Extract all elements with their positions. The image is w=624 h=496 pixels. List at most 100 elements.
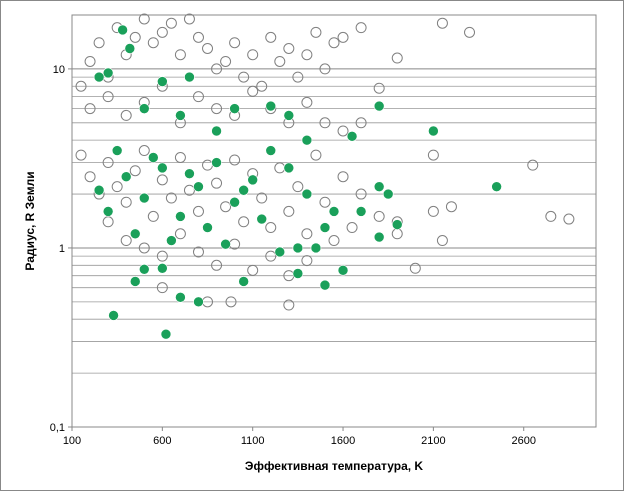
point [310, 26, 322, 38]
point [427, 149, 439, 161]
point [175, 211, 186, 222]
point [292, 71, 304, 83]
point [192, 205, 204, 217]
point [355, 22, 367, 34]
point [319, 222, 331, 233]
point [373, 82, 385, 94]
point [283, 42, 295, 54]
point [301, 49, 313, 61]
point [265, 222, 277, 234]
point [202, 222, 213, 233]
point [220, 55, 232, 67]
point [337, 171, 349, 183]
point [319, 117, 331, 129]
point [156, 250, 168, 262]
point [129, 165, 141, 177]
point [102, 157, 114, 169]
point [102, 206, 114, 217]
point [138, 13, 150, 25]
point [301, 228, 313, 240]
point [319, 63, 331, 75]
point [391, 219, 403, 230]
point [211, 177, 223, 189]
point [129, 228, 141, 240]
point [292, 181, 304, 193]
point [93, 71, 105, 83]
point [337, 125, 349, 137]
point [283, 110, 295, 121]
point [75, 80, 87, 92]
point [225, 296, 237, 308]
point [165, 17, 177, 29]
point [283, 299, 295, 311]
point [373, 231, 385, 243]
x-tick-label: 2100 [421, 435, 445, 447]
point [436, 17, 448, 29]
point [174, 152, 186, 164]
point [156, 174, 168, 186]
point [355, 188, 367, 200]
point [229, 196, 240, 208]
point [391, 52, 403, 64]
point [238, 216, 250, 228]
point [301, 96, 313, 108]
point [346, 222, 358, 234]
point [247, 174, 258, 186]
point [238, 184, 249, 196]
point [247, 85, 259, 97]
point [274, 246, 286, 258]
point [563, 213, 575, 225]
point [183, 184, 195, 196]
point [464, 26, 476, 38]
point [310, 242, 322, 254]
point [373, 181, 385, 192]
point [247, 49, 259, 61]
point [238, 276, 249, 287]
point [183, 13, 195, 25]
y-tick-label: 10 [53, 64, 65, 76]
point [265, 100, 277, 112]
point [124, 43, 136, 54]
point [120, 171, 132, 182]
point [292, 268, 304, 279]
point [147, 210, 159, 222]
point [310, 149, 322, 161]
point [346, 131, 358, 142]
point [229, 154, 241, 166]
y-axis-label: Радиус, R Земли [23, 171, 37, 270]
point [283, 162, 295, 174]
point [129, 31, 141, 43]
point [84, 171, 96, 183]
x-axis-label: Эффективная температура, K [245, 459, 424, 473]
point [301, 134, 313, 146]
point [138, 145, 150, 157]
point [102, 216, 114, 228]
point [165, 192, 177, 204]
point [436, 235, 448, 247]
point [157, 262, 168, 274]
point [120, 235, 132, 247]
point [265, 145, 277, 156]
point [265, 31, 277, 43]
point [175, 292, 186, 303]
point [84, 55, 96, 67]
point [283, 205, 295, 217]
point [129, 276, 141, 287]
point [138, 263, 150, 275]
point [156, 26, 168, 38]
point [157, 162, 168, 174]
point [156, 282, 168, 294]
point [220, 201, 232, 213]
point [256, 80, 268, 92]
x-tick-label: 1100 [241, 435, 265, 447]
point [256, 213, 268, 225]
point [409, 262, 421, 274]
point [120, 196, 132, 208]
x-tick-label: 600 [153, 435, 171, 447]
point [174, 49, 186, 61]
point [111, 181, 123, 193]
point [319, 196, 331, 208]
point [138, 242, 150, 254]
point [382, 188, 394, 200]
point [102, 67, 114, 79]
